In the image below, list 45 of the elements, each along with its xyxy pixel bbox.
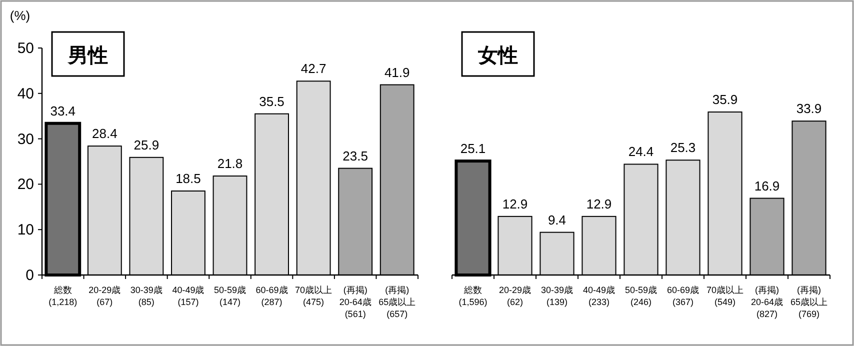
x-tick-label: 50-59歳 (246): [624, 285, 658, 307]
x-tick-label: 20-29歳 (62): [498, 285, 532, 307]
x-tick-label: 70歳以上 (475): [295, 285, 332, 307]
data-label: 16.9: [754, 178, 780, 194]
x-tick-label: 40-49歳 (157): [172, 285, 204, 307]
x-tick-label: 総数 (1,596): [458, 285, 488, 307]
x-tick-label: 50-59歳 (147): [214, 285, 246, 307]
x-tick-label: 30-39歳 (139): [540, 285, 574, 307]
data-label: 25.9: [134, 137, 160, 152]
data-label: 24.4: [628, 144, 654, 160]
data-label: 12.9: [586, 196, 612, 212]
data-label: 9.4: [548, 212, 566, 228]
data-label: 25.1: [460, 141, 486, 156]
x-tick-label: 20-29歳 (67): [88, 285, 121, 307]
x-tick-label: 40-49歳 (233): [582, 285, 616, 307]
chart-title: 女性: [477, 45, 518, 67]
x-tick-label: (再掲) 20-64歳 (827): [750, 285, 784, 319]
y-tick-label: 20: [17, 176, 34, 194]
x-tick-label: 70歳以上 (549): [706, 285, 744, 307]
data-label: 12.9: [502, 196, 528, 212]
x-tick-label: (再掲) 65歳以上 (657): [378, 285, 416, 319]
x-tick-label: 30-39歳 (85): [130, 285, 162, 307]
x-tick-label: 60-69歳 (367): [666, 285, 700, 307]
data-label: 21.8: [217, 156, 243, 172]
y-tick-label: 40: [17, 85, 34, 102]
data-label: 33.9: [796, 101, 822, 116]
y-tick-label: 0: [26, 267, 34, 284]
chart-title: 男性: [67, 45, 108, 67]
data-label: 33.4: [50, 103, 76, 118]
data-label: 41.9: [384, 64, 410, 80]
x-tick-label: 総数 (1,218): [48, 285, 78, 307]
y-axis-title: (%): [10, 8, 30, 23]
data-label: 18.5: [176, 171, 201, 186]
x-tick-label: 60-69歳 (287): [256, 285, 288, 307]
data-label: 35.9: [712, 92, 738, 108]
y-tick-label: 10: [17, 222, 34, 239]
y-tick-label: 30: [17, 130, 34, 148]
data-label: 23.5: [342, 148, 368, 164]
x-tick-label: (再掲) 20-64歳 (561): [339, 285, 372, 319]
data-label: 25.3: [670, 140, 696, 156]
x-tick-label: (再掲) 65歳以上 (769): [790, 285, 828, 319]
data-label: 35.5: [259, 94, 284, 109]
data-label: 28.4: [92, 126, 118, 142]
y-tick-label: 50: [17, 40, 34, 57]
data-label: 42.7: [300, 61, 326, 76]
